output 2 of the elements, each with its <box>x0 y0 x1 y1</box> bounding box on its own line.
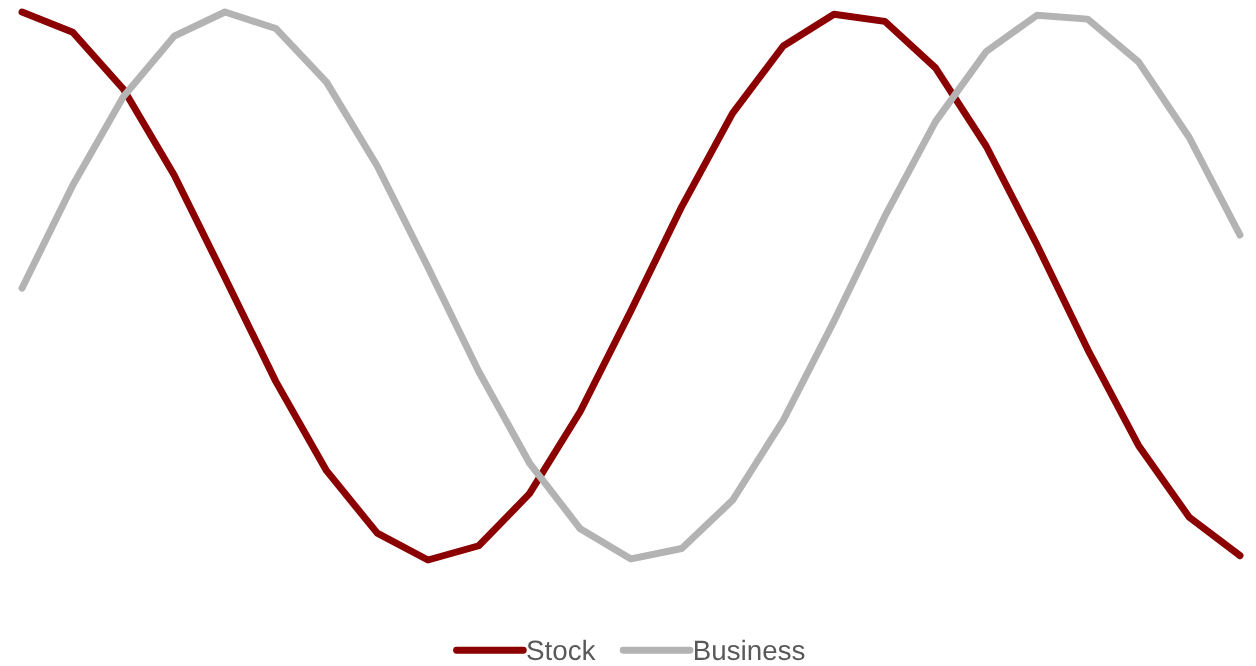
legend-label: Business <box>694 639 805 661</box>
legend-label: Stock <box>527 639 596 661</box>
